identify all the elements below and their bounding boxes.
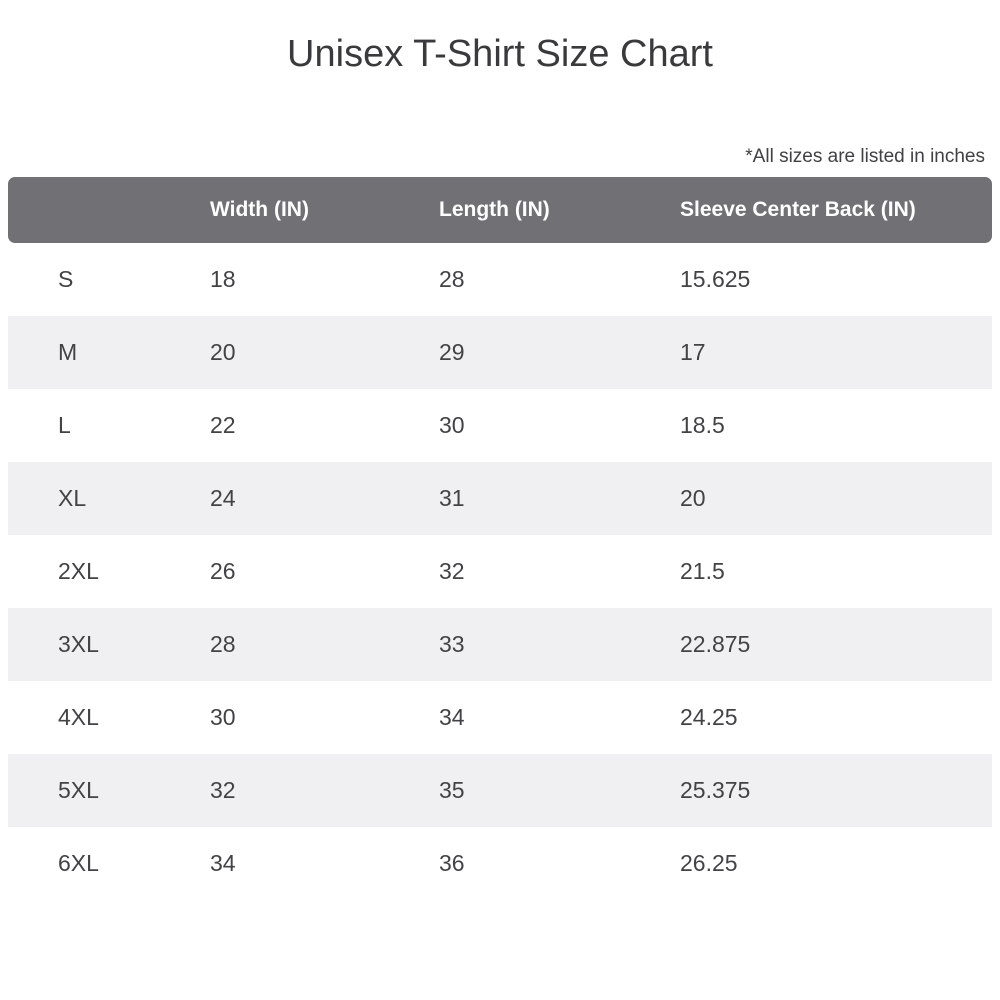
size-label: 2XL — [58, 558, 99, 584]
width-value: 24 — [210, 485, 236, 511]
size-label: S — [58, 266, 74, 292]
length-value: 35 — [439, 777, 465, 803]
table-row: 2XL 26 32 21.5 — [8, 535, 992, 608]
length-value: 30 — [439, 412, 465, 438]
size-label: 3XL — [58, 631, 99, 657]
sleeve-value: 24.25 — [680, 704, 738, 730]
length-value: 31 — [439, 485, 465, 511]
page-title: Unisex T-Shirt Size Chart — [287, 33, 713, 75]
table-row: 4XL 30 34 24.25 — [8, 681, 992, 754]
width-value: 26 — [210, 558, 236, 584]
table-row: 5XL 32 35 25.375 — [8, 754, 992, 827]
width-value: 18 — [210, 266, 236, 292]
sleeve-value: 25.375 — [680, 777, 751, 803]
sleeve-value: 20 — [680, 485, 706, 511]
width-value: 34 — [210, 850, 236, 876]
size-label: XL — [58, 485, 87, 511]
header-width: Width (IN) — [210, 198, 309, 221]
length-value: 34 — [439, 704, 465, 730]
header-sleeve-center-back: Sleeve Center Back (IN) — [680, 198, 916, 221]
header-length: Length (IN) — [439, 198, 550, 221]
sleeve-value: 18.5 — [680, 412, 725, 438]
length-value: 29 — [439, 339, 465, 365]
size-label: L — [58, 412, 71, 438]
width-value: 22 — [210, 412, 236, 438]
length-value: 36 — [439, 850, 465, 876]
size-label: M — [58, 339, 78, 365]
sleeve-value: 15.625 — [680, 266, 751, 292]
table-row: XL 24 31 20 — [8, 462, 992, 535]
table-row: 6XL 34 36 26.25 — [8, 827, 992, 900]
width-value: 30 — [210, 704, 236, 730]
length-value: 33 — [439, 631, 465, 657]
units-note: *All sizes are listed in inches — [745, 146, 985, 167]
sleeve-value: 21.5 — [680, 558, 725, 584]
sleeve-value: 22.875 — [680, 631, 751, 657]
table-header-row: Width (IN) Length (IN) Sleeve Center Bac… — [8, 177, 992, 243]
size-label: 4XL — [58, 704, 99, 730]
length-value: 28 — [439, 266, 465, 292]
sleeve-value: 26.25 — [680, 850, 738, 876]
length-value: 32 — [439, 558, 465, 584]
size-chart-table: Width (IN) Length (IN) Sleeve Center Bac… — [8, 177, 992, 900]
size-label: 5XL — [58, 777, 99, 803]
width-value: 20 — [210, 339, 236, 365]
sleeve-value: 17 — [680, 339, 706, 365]
table-row: 3XL 28 33 22.875 — [8, 608, 992, 681]
size-label: 6XL — [58, 850, 99, 876]
table-row: L 22 30 18.5 — [8, 389, 992, 462]
table-row: S 18 28 15.625 — [8, 243, 992, 316]
table-row: M 20 29 17 — [8, 316, 992, 389]
width-value: 28 — [210, 631, 236, 657]
width-value: 32 — [210, 777, 236, 803]
